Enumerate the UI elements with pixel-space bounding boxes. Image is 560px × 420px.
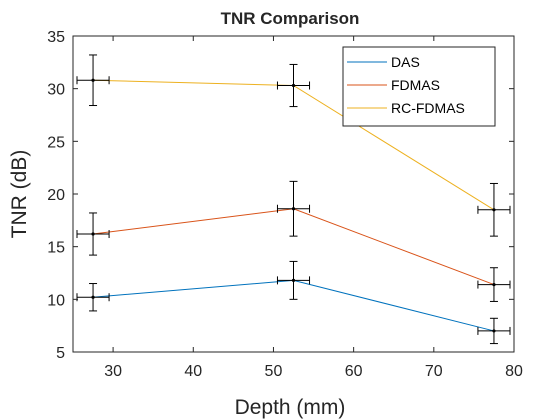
error-bar (76, 54, 110, 107)
data-point (492, 208, 496, 212)
error-bar (276, 63, 311, 108)
legend-label: FDMAS (391, 77, 440, 93)
x-tick-label: 80 (505, 363, 523, 380)
x-tick-label: 60 (345, 363, 363, 380)
y-tick-label: 35 (47, 29, 65, 46)
legend-label: RC-FDMAS (391, 100, 465, 116)
y-tick-label: 25 (47, 134, 65, 151)
chart-title: TNR Comparison (221, 9, 360, 28)
y-tick-label: 10 (47, 292, 65, 309)
y-tick-label: 30 (47, 82, 65, 99)
legend-box (342, 46, 496, 127)
series-rc-fdmas (76, 54, 511, 237)
data-point (291, 207, 296, 211)
data-point (91, 78, 95, 82)
y-axis-label: TNR (dB) (8, 150, 31, 239)
error-bar (276, 260, 311, 300)
data-point (291, 83, 296, 88)
data-point (291, 278, 296, 282)
y-tick-label: 15 (47, 240, 65, 257)
error-bar (276, 180, 311, 237)
legend: DAS FDMAS RC-FDMAS (342, 46, 496, 127)
series-fdmas (76, 180, 511, 302)
x-tick-label: 70 (425, 363, 443, 380)
series-das (76, 260, 511, 345)
error-bar (477, 267, 511, 302)
x-tick-label: 50 (265, 363, 283, 380)
error-bar (477, 182, 511, 237)
error-bar (477, 317, 511, 345)
data-point (492, 282, 496, 287)
error-bar (76, 212, 110, 256)
x-axis-label: Depth (mm) (235, 396, 346, 419)
x-tick-label: 30 (104, 363, 122, 380)
data-point (492, 329, 496, 333)
legend-label: DAS (391, 54, 420, 70)
data-point (91, 295, 95, 299)
y-axis-ticks: 5 10 15 20 25 30 35 (47, 29, 514, 362)
data-point (91, 232, 95, 236)
x-tick-label: 40 (184, 363, 202, 380)
y-tick-label: 5 (56, 345, 65, 362)
x-axis-ticks: 30 40 50 60 70 80 (104, 36, 523, 380)
y-tick-label: 20 (47, 187, 65, 204)
series-layer (76, 54, 511, 345)
error-bar (76, 283, 110, 312)
